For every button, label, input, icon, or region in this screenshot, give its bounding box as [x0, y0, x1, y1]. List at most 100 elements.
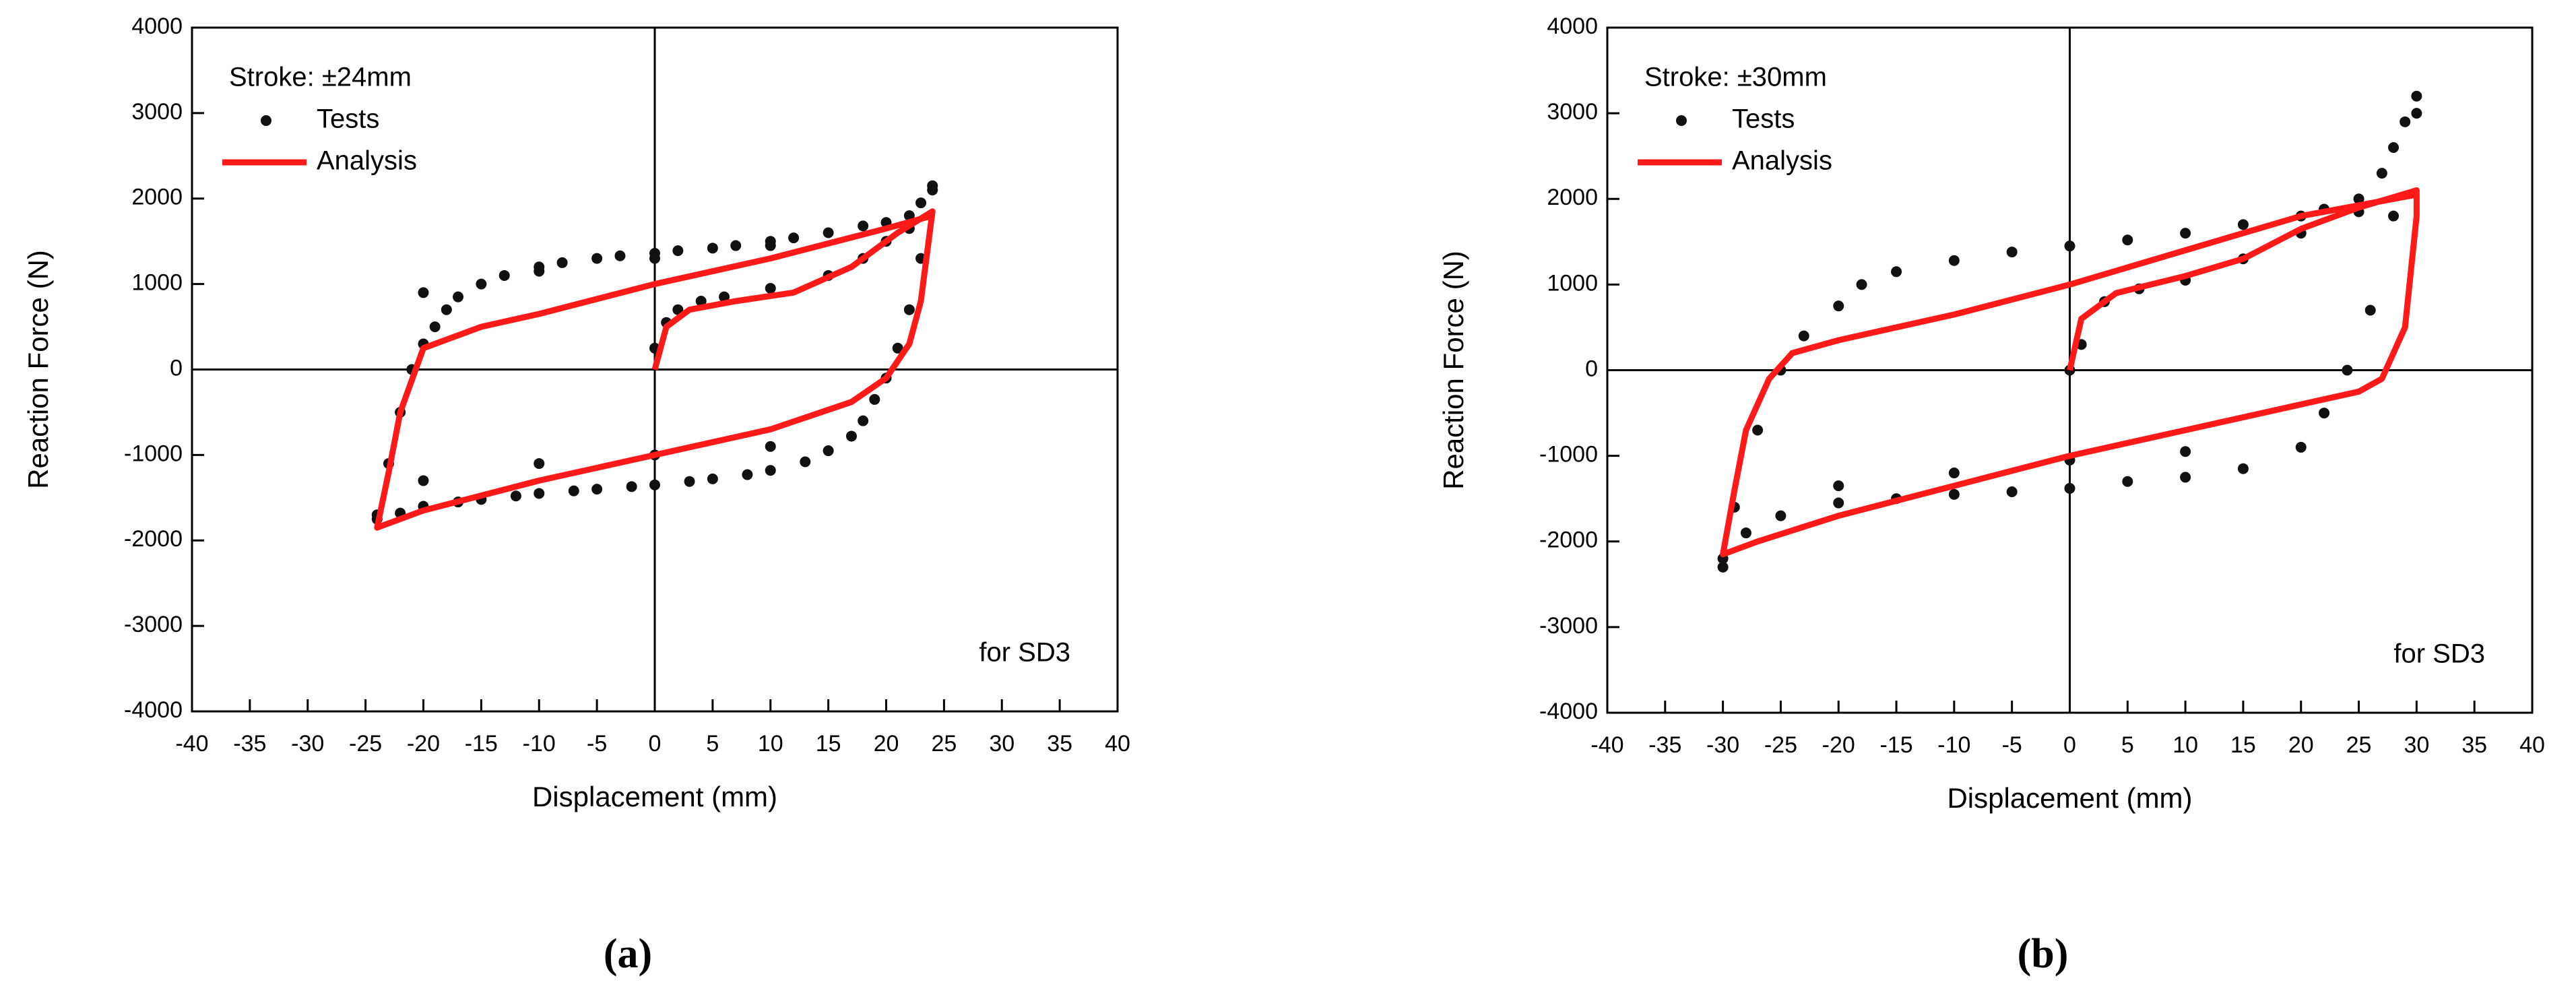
data-point — [765, 282, 776, 294]
data-point — [2180, 228, 2191, 239]
x-tick-label: 5 — [2121, 732, 2134, 758]
data-point — [2376, 168, 2387, 179]
data-point — [858, 220, 869, 232]
data-point — [534, 265, 545, 277]
x-tick-label: -5 — [587, 731, 607, 757]
panel-label: (b) — [2018, 931, 2069, 977]
data-point — [649, 253, 660, 264]
data-point — [765, 240, 776, 251]
x-tick-label: -20 — [1822, 732, 1855, 758]
x-tick-label: -35 — [1648, 732, 1681, 758]
analysis-line — [1720, 187, 2420, 558]
data-point — [742, 469, 753, 480]
legend-marker — [1676, 115, 1687, 126]
x-tick-label: -10 — [1937, 732, 1970, 758]
data-point — [903, 304, 915, 315]
x-tick-label: 10 — [2172, 732, 2198, 758]
y-tick-label: -4000 — [124, 697, 183, 723]
data-point — [1798, 330, 1809, 342]
data-point — [2122, 476, 2133, 487]
data-point — [2364, 304, 2376, 316]
y-tick-label: -1000 — [1539, 442, 1598, 468]
y-tick-label: -4000 — [1539, 699, 1598, 724]
data-point — [707, 243, 718, 254]
y-tick-label: 2000 — [131, 185, 183, 210]
x-tick-label: 20 — [874, 731, 899, 757]
legend-label: Tests — [317, 104, 379, 134]
y-tick-label: 1000 — [131, 270, 183, 296]
y-tick-label: -3000 — [124, 612, 183, 637]
data-point — [626, 481, 637, 492]
data-point — [556, 257, 568, 268]
data-point — [927, 185, 938, 196]
x-tick-label: -40 — [175, 731, 208, 757]
data-point — [1833, 300, 1844, 312]
legend-marker — [261, 115, 271, 126]
data-point — [2388, 210, 2400, 222]
data-point — [765, 441, 776, 452]
data-point — [429, 321, 441, 333]
data-point — [1948, 255, 1960, 266]
data-point — [2237, 219, 2249, 230]
x-tick-label: 20 — [2288, 732, 2314, 758]
y-tick-label: -2000 — [1539, 527, 1598, 553]
y-tick-label: 1000 — [1547, 270, 1598, 296]
data-point — [823, 445, 834, 457]
y-axis-title: Reaction Force (N) — [22, 250, 54, 489]
data-point — [591, 484, 603, 495]
x-tick-label: 15 — [2230, 732, 2256, 758]
data-point — [2411, 90, 2422, 102]
chart-panel: -40 -35 -30 -25 -20 -15 -10 -5 0 5 10 15 20 25 30 35 40 -… — [1438, 13, 2545, 977]
x-tick-label: 25 — [931, 731, 957, 757]
y-tick-label: -3000 — [1539, 613, 1598, 639]
x-tick-label: 5 — [706, 731, 719, 757]
data-point — [2342, 364, 2353, 376]
x-tick-label: -15 — [1879, 732, 1912, 758]
data-point — [823, 227, 834, 238]
data-point — [2237, 463, 2249, 474]
panel-label: (a) — [604, 931, 652, 977]
y-tick-label: -2000 — [124, 526, 183, 552]
data-point — [684, 476, 695, 487]
data-point — [2400, 116, 2411, 127]
data-point — [2064, 240, 2075, 252]
y-tick-label: 0 — [170, 355, 183, 381]
data-point — [453, 291, 464, 302]
y-tick-label: 3000 — [1547, 99, 1598, 125]
data-point — [534, 458, 545, 470]
x-tick-label: 0 — [2063, 732, 2076, 758]
y-tick-label: 2000 — [1547, 185, 1598, 210]
data-point — [1833, 497, 1844, 509]
legend-label: Analysis — [1732, 146, 1832, 176]
data-point — [1948, 468, 1960, 479]
data-point — [2295, 441, 2307, 453]
data-point — [858, 415, 869, 426]
data-point — [2064, 482, 2075, 494]
x-tick-label: -5 — [2002, 732, 2022, 758]
data-point — [869, 393, 880, 405]
data-point — [800, 456, 811, 468]
legend-title: Stroke: ±24mm — [229, 63, 412, 92]
data-point — [498, 269, 510, 281]
data-point — [672, 245, 684, 257]
data-point — [1891, 266, 1902, 278]
x-tick-label: 15 — [816, 731, 841, 757]
legend-label: Tests — [1732, 104, 1795, 134]
x-tick-label: -35 — [233, 731, 266, 757]
data-point — [915, 197, 927, 209]
data-point — [788, 232, 800, 244]
data-point — [2353, 193, 2364, 205]
data-point — [418, 475, 429, 486]
x-tick-label: 25 — [2346, 732, 2372, 758]
data-point — [568, 485, 579, 496]
data-point — [476, 278, 487, 290]
x-tick-label: 40 — [1105, 731, 1130, 757]
y-tick-label: 4000 — [131, 13, 183, 39]
data-point — [534, 488, 545, 499]
data-point — [614, 250, 626, 261]
data-point — [707, 473, 718, 484]
data-point — [672, 304, 684, 315]
data-point — [2006, 486, 2018, 498]
x-tick-label: -40 — [1590, 732, 1623, 758]
x-tick-label: 0 — [649, 731, 662, 757]
